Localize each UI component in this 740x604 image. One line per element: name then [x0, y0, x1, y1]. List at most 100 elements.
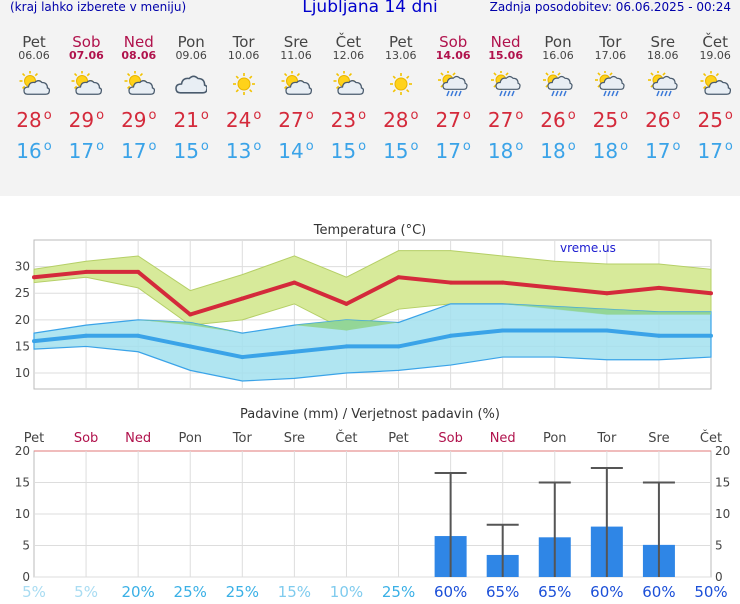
precipitation-day-label: Sob — [438, 431, 462, 446]
min-temperature-value: 15 — [330, 139, 357, 163]
min-temperature: 17 o — [427, 136, 479, 162]
degree-sign: o — [567, 139, 576, 154]
degree-sign: o — [96, 108, 105, 123]
min-temperature-value: 18 — [540, 139, 566, 163]
day-date: 18.06 — [647, 49, 679, 62]
degree-sign: o — [620, 139, 629, 154]
degree-sign: o — [462, 108, 471, 123]
max-temperature-value: 29 — [121, 108, 147, 132]
temperature-y-tick: 30 — [15, 260, 30, 274]
max-temperature-value: 26 — [645, 108, 671, 132]
degree-sign: o — [43, 139, 52, 154]
max-temperature-point — [396, 275, 401, 280]
min-temperature-value: 18 — [487, 139, 514, 163]
degree-sign: o — [515, 139, 524, 154]
day-column[interactable]: Čet 19.06 25 o 17 o — [689, 34, 740, 162]
day-name: Pon — [544, 33, 572, 51]
min-temperature-value: 17 — [435, 139, 461, 163]
precipitation-day-label: Čet — [700, 430, 722, 446]
degree-sign: o — [620, 108, 629, 123]
degree-sign: o — [410, 139, 419, 154]
day-column[interactable]: Ned 08.06 29 o 17 o — [113, 34, 165, 162]
day-column[interactable]: Sre 11.06 27 o 14 o — [270, 34, 322, 162]
max-temperature-point — [552, 285, 557, 290]
sun-cloud-icon — [71, 71, 103, 95]
min-temperature-point — [396, 344, 401, 349]
day-column[interactable]: Ned 15.06 27 o 18 o — [480, 34, 532, 162]
day-column[interactable]: Čet 12.06 23 o 15 o — [322, 34, 374, 162]
temperature-y-tick: 20 — [15, 313, 30, 327]
day-column[interactable]: Tor 17.06 25 o 18 o — [584, 34, 636, 162]
min-temperature-point — [32, 339, 36, 344]
min-temperature-point — [84, 333, 89, 338]
min-temperature-value: 15 — [383, 139, 409, 163]
min-temperature-value: 17 — [697, 139, 723, 163]
degree-sign: o — [305, 139, 314, 154]
day-column[interactable]: Pet 06.06 28 o 16 o — [8, 34, 60, 162]
min-temperature-value: 17 — [121, 139, 147, 163]
max-temperature: 27 o — [427, 105, 479, 131]
min-temperature-point — [656, 333, 661, 338]
precipitation-day-label: Sob — [74, 431, 98, 446]
sun-rain-icon — [647, 71, 678, 97]
max-temperature-value: 23 — [330, 108, 357, 132]
min-temperature-point — [448, 333, 453, 338]
degree-sign: o — [148, 139, 157, 154]
precipitation-day-label: Pon — [178, 431, 202, 446]
temperature-y-tick: 25 — [15, 286, 30, 300]
min-temperature: 18 o — [532, 136, 584, 162]
max-temperature-point — [32, 275, 36, 280]
band-overlap — [34, 303, 711, 334]
day-date: 06.06 — [18, 49, 50, 62]
min-temperature: 13 o — [218, 136, 270, 162]
min-temperature-value: 13 — [225, 139, 252, 163]
precipitation-chart-title: Padavine (mm) / Verjetnost padavin (%) — [240, 407, 500, 422]
day-date: 10.06 — [227, 49, 260, 62]
day-column[interactable]: Sob 07.06 29 o 17 o — [60, 34, 112, 162]
max-temperature: 29 o — [113, 105, 165, 131]
day-column[interactable]: Sob 14.06 27 o 17 o — [427, 34, 479, 162]
sun-cloud-icon — [700, 71, 732, 95]
precipitation-probability-label: 65% — [538, 583, 571, 600]
day-column[interactable]: Sre 18.06 26 o 17 o — [637, 34, 689, 162]
day-column[interactable]: Pon 09.06 21 o 15 o — [165, 34, 217, 162]
max-temperature: 25 o — [689, 105, 740, 131]
sun-cloud-icon — [19, 71, 50, 95]
max-temperature-value: 25 — [697, 108, 723, 132]
min-temperature-point — [292, 349, 297, 354]
max-temperature: 28 o — [8, 105, 60, 131]
precipitation-day-label: Ned — [125, 431, 151, 446]
max-temperature-value: 29 — [68, 108, 95, 132]
min-temperature: 15 o — [165, 136, 217, 162]
min-temperature-point — [604, 328, 609, 333]
min-temperature: 16 o — [8, 136, 60, 162]
sun-icon — [232, 73, 255, 95]
day-name: Ned — [490, 33, 521, 51]
temperature-y-tick: 15 — [15, 339, 30, 353]
precipitation-probability-label: 25% — [382, 583, 415, 600]
day-column[interactable]: Pet 13.06 28 o 15 o — [375, 34, 427, 162]
location-note: (kraj lahko izberete v meniju) — [10, 0, 187, 14]
precipitation-day-label: Tor — [596, 431, 617, 446]
day-column[interactable]: Tor 10.06 24 o 13 o — [218, 34, 270, 162]
max-temperature: 26 o — [637, 105, 689, 131]
precipitation-probability-label: 20% — [121, 583, 154, 600]
max-temperature-value: 28 — [16, 108, 42, 132]
day-column[interactable]: Pon 16.06 26 o 18 o — [532, 34, 584, 162]
min-temperature: 15 o — [322, 136, 374, 162]
sun-cloud-icon — [333, 71, 365, 95]
degree-sign: o — [724, 108, 733, 123]
day-name: Sob — [72, 33, 101, 51]
max-temperature-point — [240, 296, 245, 301]
max-temperature: 25 o — [584, 105, 636, 131]
min-temperature: 17 o — [113, 136, 165, 162]
precipitation-day-label: Pet — [388, 431, 408, 446]
min-temperature-point — [136, 333, 141, 338]
min-temperature: 17 o — [637, 136, 689, 162]
max-temperature-value: 27 — [278, 108, 304, 132]
day-date: 15.06 — [488, 49, 523, 62]
max-temperature-value: 28 — [383, 108, 409, 132]
min-temperature: 14 o — [270, 136, 322, 162]
max-temperature-value: 25 — [592, 108, 619, 132]
temperature-chart-title: Temperatura (°C) — [313, 223, 426, 238]
